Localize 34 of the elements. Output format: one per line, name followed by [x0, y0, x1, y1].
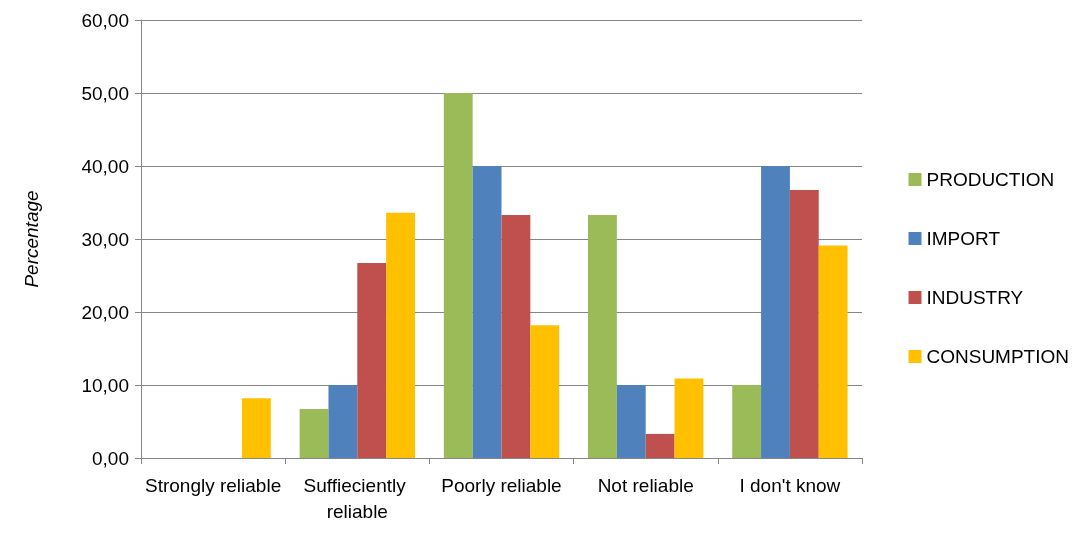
bar	[443, 93, 473, 458]
y-tick-label: 50,00	[81, 82, 129, 104]
bar	[732, 385, 762, 458]
bar	[674, 378, 704, 458]
x-tick-label: Not reliable	[597, 474, 694, 496]
bar	[588, 214, 617, 458]
y-tick-label: 30,00	[81, 228, 129, 250]
bar	[818, 245, 848, 458]
legend-label: CONSUMPTION	[926, 346, 1069, 367]
x-tick-label: I don't know	[739, 474, 841, 496]
bar	[616, 385, 646, 458]
bar	[386, 212, 415, 458]
y-axis-title: Percentage	[21, 190, 42, 288]
y-tick-label: 0,00	[92, 447, 129, 469]
x-tick-label: Strongly reliable	[144, 474, 282, 496]
y-tick-label: 60,00	[81, 9, 129, 31]
bar	[761, 166, 790, 458]
legend-label: INDUSTRY	[926, 287, 1024, 308]
bar	[241, 398, 271, 458]
x-tick-label: Poorly reliable	[441, 474, 562, 496]
y-tick-label: 10,00	[81, 374, 129, 396]
bar	[299, 409, 329, 458]
bar	[645, 433, 675, 458]
bar	[357, 263, 387, 458]
bar	[328, 385, 358, 458]
bar	[472, 166, 502, 458]
bar	[530, 325, 560, 458]
y-tick-label: 40,00	[81, 155, 129, 177]
legend-label: IMPORT	[926, 228, 1001, 249]
bar	[789, 190, 819, 458]
bar	[501, 214, 531, 458]
x-tick-label: Suffieciently reliable	[303, 474, 411, 522]
legend-label: PRODUCTION	[926, 169, 1055, 190]
y-tick-label: 20,00	[81, 301, 129, 323]
